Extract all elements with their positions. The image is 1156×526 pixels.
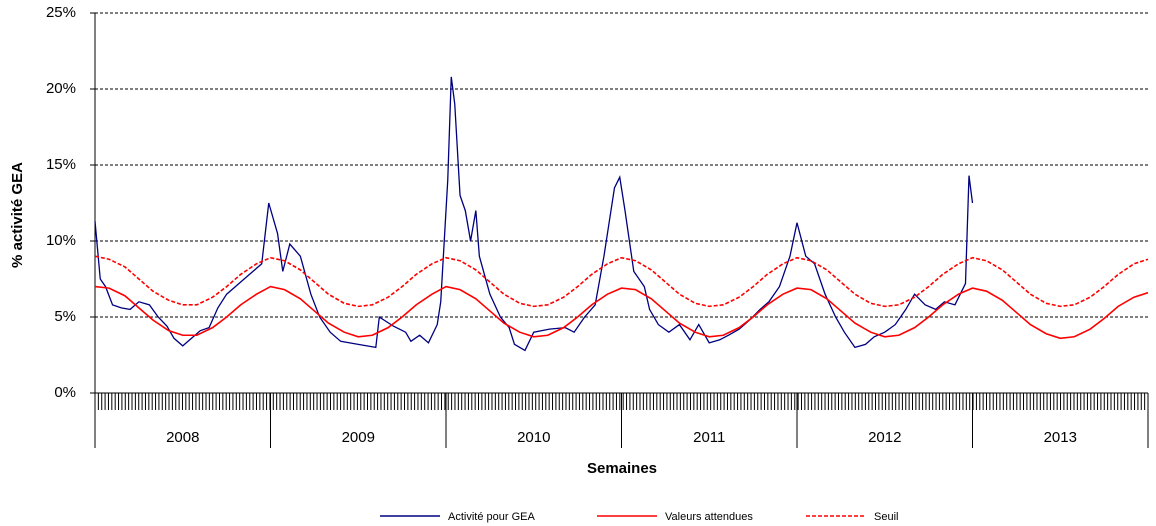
x-tick-label: 2008 bbox=[166, 429, 199, 446]
series-line bbox=[94, 285, 1149, 340]
x-tick-label: 2009 bbox=[342, 429, 375, 446]
y-tick-label: 0% bbox=[54, 384, 76, 401]
x-tick-label: 2012 bbox=[868, 429, 901, 446]
x-tick-label: 2010 bbox=[517, 429, 550, 446]
y-tick-label: 10% bbox=[46, 232, 76, 249]
legend-label: Activité pour GEA bbox=[448, 511, 535, 523]
y-tick-label: 25% bbox=[46, 4, 76, 21]
y-tick-label: 20% bbox=[46, 80, 76, 97]
x-axis-title: Semaines bbox=[587, 460, 657, 477]
x-tick-label: 2011 bbox=[693, 429, 725, 446]
series-line bbox=[94, 255, 1149, 308]
y-tick-label: 15% bbox=[46, 156, 76, 173]
legend-label: Valeurs attendues bbox=[665, 511, 753, 523]
legend-label: Seuil bbox=[874, 511, 898, 523]
series-line bbox=[94, 76, 974, 352]
x-tick-label: 2013 bbox=[1044, 429, 1077, 446]
y-tick-label: 5% bbox=[54, 308, 76, 325]
y-axis-title: % activité GEA bbox=[9, 162, 26, 268]
